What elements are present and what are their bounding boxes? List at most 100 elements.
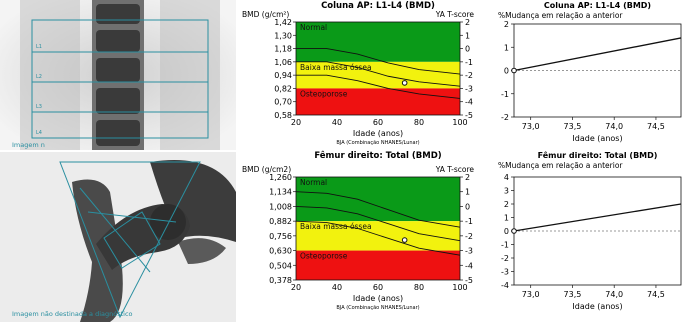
zone-band-2 [296,250,460,280]
y2-tick-label: -2 [465,71,473,80]
y-tick-label: -3 [501,268,509,277]
reference-source: BJA (Combinação NHANES/Lunar) [336,305,419,311]
zone-label: Osteoporose [300,89,348,98]
x-tick-label: 73,0 [522,122,540,131]
zone-label: Osteoporose [300,252,348,261]
femur-image-caption: Imagem não destinada a diagnóstico [12,310,133,318]
spine-scan-image: L1 L2 L3 L4 Imagem n [0,0,236,150]
plot-frame [295,21,461,116]
y-tick-label: 1,008 [269,202,292,211]
y-tick-label: 0,58 [274,111,292,120]
chart-title: Fêmur direito: Total (BMD) [314,150,441,161]
change-line [513,203,682,232]
chart-title: Coluna AP: L1-L4 (BMD) [321,1,435,11]
y-tick-label: -1 [501,241,509,250]
y-tick-label: 4 [504,173,509,182]
y-tick-label: 1,30 [274,31,292,40]
reference-curve-0 [296,48,461,75]
chart-subtitle: %Mudança em relação a anterior [498,161,623,170]
y-tick-label: -2 [501,113,509,122]
y2-tick-label: -4 [465,98,473,107]
y-tick-label: 0,70 [274,98,292,107]
zone-label: Baixa massa óssea [300,222,372,231]
y-axis-label: BMD (g/cm²) [242,10,289,19]
y2-tick-label: 1 [465,188,470,197]
y-tick-label: 1,06 [274,58,292,67]
change-point [511,67,517,74]
svg-text:L1: L1 [36,44,42,50]
y-tick-label: 1 [504,214,509,223]
reference-curve-2 [296,74,461,99]
y-tick-label: 1 [504,43,509,52]
x-tick-label: 80 [414,283,424,292]
change-point [511,228,517,234]
y-tick-label: 1,260 [269,173,292,182]
x-tick-label: 20 [291,118,301,127]
y2-tick-label: -3 [465,84,473,93]
reference-curve-1 [296,61,461,87]
zone-label: Baixa massa óssea [300,63,372,72]
y-axis-label: BMD (g/cm2) [242,165,291,174]
spine-bmd-reference-chart: Normal Baixa massa óssea Osteoporose 1,42 1,… [242,1,475,146]
y-tick-label: 0 [504,67,509,76]
x-tick-label: 60 [373,118,383,127]
reference-source: BJA (Combinação NHANES/Lunar) [336,140,419,146]
y2-tick-label: 1 [465,31,470,40]
zone-label: Normal [300,23,327,32]
x-tick-label: 40 [332,283,342,292]
femur-scan-drawing [0,152,236,322]
plot-frame [295,176,461,281]
y-tick-label: 3 [504,187,509,196]
y2-tick-label: -2 [465,232,473,241]
x-axis-label: Idade (anos) [353,294,403,303]
y2-tick-label: 0 [465,45,470,54]
y2-tick-label: 0 [465,202,470,211]
y-tick-label: 0,630 [269,247,292,256]
y-tick-label: -1 [501,90,509,99]
femur-change-chart: 4 3 2 1 0 -1 -2 -3 -4 73,0 73,5 74,0 74,5 Fêmur direi… [498,150,682,311]
y2-axis-label: YA T-score [435,10,475,19]
reference-curve-0 [295,191,461,228]
x-tick-label: 73,0 [522,290,540,299]
zone-band-0 [296,177,460,222]
svg-text:L2: L2 [36,74,42,80]
y2-axis-label: YA T-score [435,165,475,174]
y2-tick-label: -5 [465,111,473,120]
y-tick-label: -2 [501,254,509,263]
y-tick-label: 0,504 [269,261,292,270]
y-tick-label: 1,42 [274,18,292,27]
femur-scan-image: Imagem não destinada a diagnóstico [0,152,236,322]
y-tick-label: 0 [504,227,509,236]
y-tick-label: 0,756 [269,232,292,241]
femur-bmd-reference-chart: Normal Baixa massa óssea Osteoporose 1,260 1… [242,150,475,311]
svg-text:L4: L4 [36,130,42,136]
spine-image-caption: Imagem n [12,141,45,149]
x-axis-label: Idade (anos) [353,129,403,138]
x-tick-label: 74,5 [647,122,665,131]
x-tick-label: 80 [414,118,424,127]
y-tick-label: 1,134 [269,188,292,197]
x-tick-label: 20 [291,283,301,292]
spine-scan-drawing: L1 L2 L3 L4 [0,0,236,150]
zone-band-0 [296,22,460,62]
change-line [513,37,682,72]
spine-change-chart: 2 1 0 -1 -2 73,0 73,5 74,0 74,5 Coluna AP: L1-L4 … [498,1,682,143]
x-axis-label: Idade (anos) [572,134,622,143]
y-tick-label: 0,378 [269,276,292,285]
x-tick-label: 73,5 [564,290,582,299]
y-tick-label: 2 [504,20,509,29]
chart-subtitle: %Mudança em relação a anterior [498,11,623,20]
y2-tick-label: -1 [465,217,473,226]
reference-curve-2 [295,220,461,256]
reference-curve-1 [295,205,461,242]
y2-tick-label: -1 [465,58,473,67]
x-tick-label: 74,0 [605,290,623,299]
y2-tick-label: -5 [465,276,473,285]
x-tick-label: 40 [332,118,342,127]
x-tick-label: 74,5 [647,290,665,299]
y2-tick-label: 2 [465,173,470,182]
y2-tick-label: -3 [465,247,473,256]
y-tick-label: 0,82 [274,84,292,93]
zone-band-2 [296,88,460,115]
y-tick-label: 0,94 [274,71,292,80]
